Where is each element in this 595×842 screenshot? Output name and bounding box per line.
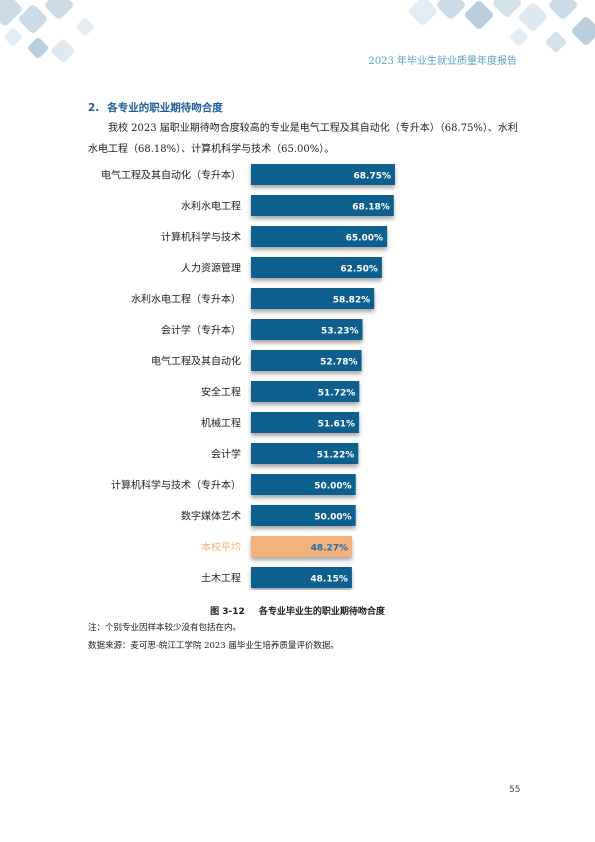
category-label: 数字媒体艺术	[181, 510, 241, 523]
bar	[251, 164, 395, 185]
value-label: 48.27%	[311, 544, 349, 554]
bar	[251, 319, 363, 340]
value-label: 51.61%	[318, 420, 356, 430]
bar	[251, 505, 356, 526]
bar	[251, 288, 375, 309]
bar	[251, 412, 360, 433]
bar	[251, 195, 394, 216]
bar-chart: 电气工程及其自动化（专升本） 68.75% 水利水电工程 68.18% 计算机科学与技术…	[101, 164, 395, 588]
category-label: 本校平均	[201, 541, 241, 554]
figure-caption: 图 3-12 各专业毕业生的职业期待吻合度	[0, 604, 595, 617]
category-label: 电气工程及其自动化	[151, 355, 241, 368]
value-label: 52.78%	[320, 358, 358, 368]
section-title: 各专业的职业期待吻合度	[107, 102, 223, 114]
section-number: 2.	[88, 102, 100, 114]
bar	[251, 226, 388, 247]
value-label: 50.00%	[314, 482, 352, 492]
value-label: 58.82%	[333, 296, 371, 306]
bar	[251, 443, 359, 464]
value-label: 51.72%	[318, 389, 356, 399]
figure-number: 图 3-12	[210, 607, 245, 617]
value-label: 53.23%	[321, 327, 359, 337]
figure-title: 各专业毕业生的职业期待吻合度	[258, 607, 385, 617]
running-header: 2023 年毕业生就业质量年度报告	[368, 56, 517, 67]
category-label: 水利水电工程（专升本）	[131, 293, 241, 306]
footnote: 注：个别专业因样本较少没有包括在内。	[88, 623, 242, 633]
section-heading: 2. 各专业的职业期待吻合度	[88, 100, 223, 115]
bar	[251, 474, 356, 495]
category-label: 人力资源管理	[181, 262, 241, 275]
category-label: 会计学（专升本）	[161, 324, 241, 337]
bar	[251, 567, 352, 588]
category-label: 水利水电工程	[181, 200, 241, 213]
bar	[251, 381, 360, 402]
page-number: 55	[509, 785, 521, 795]
bar	[251, 257, 382, 278]
category-label: 机械工程	[201, 417, 241, 430]
value-label: 50.00%	[314, 513, 352, 523]
bar	[251, 536, 353, 557]
header-decoration	[0, 0, 595, 63]
category-label: 安全工程	[201, 386, 241, 399]
category-label: 电气工程及其自动化（专升本）	[101, 169, 241, 182]
value-label: 68.75%	[354, 172, 392, 182]
category-label: 会计学	[211, 448, 241, 461]
value-label: 65.00%	[346, 234, 384, 244]
category-label: 计算机科学与技术	[161, 231, 241, 244]
value-label: 48.15%	[310, 575, 348, 585]
body-paragraph: 我校 2023 届职业期待吻合度较高的专业是电气工程及其自动化（专升本）（68.…	[88, 123, 518, 155]
category-label: 土木工程	[201, 572, 241, 585]
data-source-note: 数据来源：麦可思-皖江工学院 2023 届毕业生培养质量评价数据。	[88, 641, 339, 651]
category-label: 计算机科学与技术（专升本）	[111, 479, 241, 492]
bar	[251, 350, 362, 371]
value-label: 51.22%	[317, 451, 355, 461]
value-label: 62.50%	[340, 265, 378, 275]
value-label: 68.18%	[352, 203, 390, 213]
